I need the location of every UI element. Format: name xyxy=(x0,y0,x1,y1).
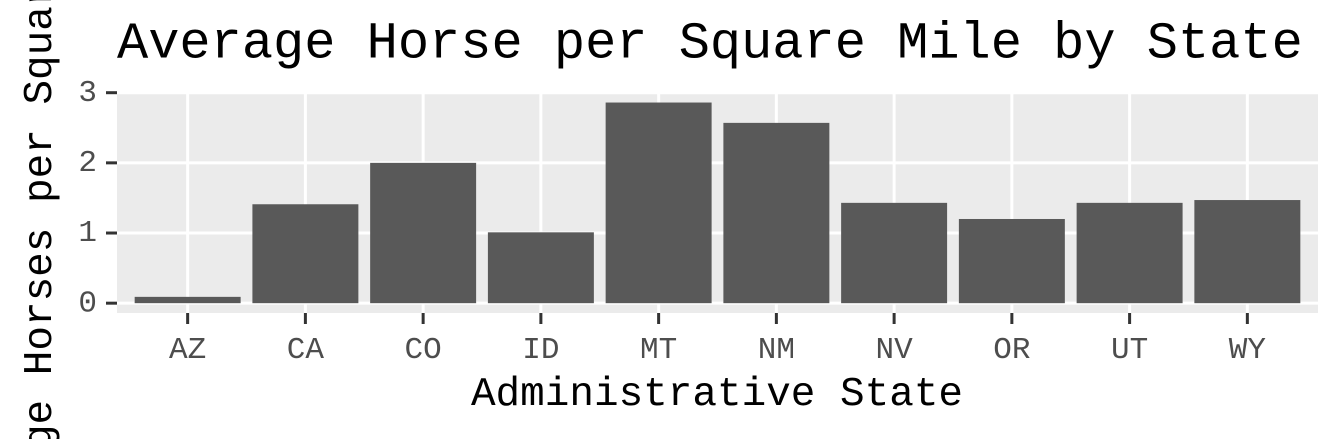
bar xyxy=(370,162,477,304)
bar xyxy=(958,218,1065,304)
y-tick-label: 1 xyxy=(78,216,97,251)
bar xyxy=(1194,200,1301,304)
x-tick-label: WY xyxy=(1229,333,1267,368)
bar xyxy=(252,204,359,304)
bar xyxy=(605,102,712,304)
x-axis-title: Administrative State xyxy=(471,372,963,418)
x-tick-label: ID xyxy=(522,333,559,368)
x-tick-label: OR xyxy=(993,333,1030,368)
y-tick-label: 3 xyxy=(78,76,97,111)
x-tick-label: MT xyxy=(640,333,677,368)
y-axis-title: Average Horses per Square Mile xyxy=(18,0,64,439)
x-tick-label: NV xyxy=(876,333,914,368)
bar xyxy=(1076,202,1183,304)
x-tick-label: NM xyxy=(758,333,795,368)
y-tick-label: 0 xyxy=(78,286,97,321)
x-tick-label: UT xyxy=(1111,333,1148,368)
bar xyxy=(841,202,948,304)
x-tick-label: CO xyxy=(405,333,442,368)
x-tick-label: CA xyxy=(287,333,325,368)
chart-title: Average Horse per Square Mile by State xyxy=(117,15,1303,74)
bar xyxy=(487,232,594,304)
x-tick-label: AZ xyxy=(169,333,206,368)
bar xyxy=(723,122,830,304)
y-tick-label: 2 xyxy=(78,146,97,181)
bar xyxy=(134,296,241,304)
